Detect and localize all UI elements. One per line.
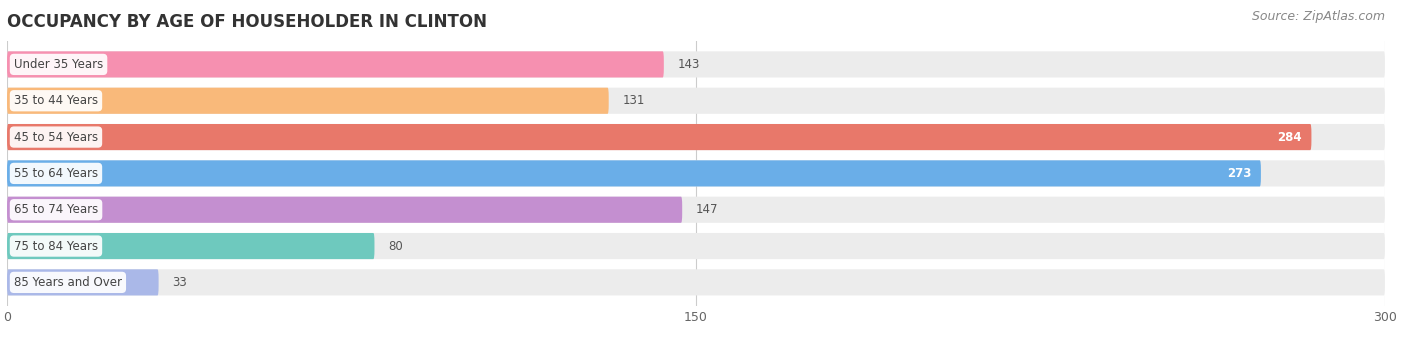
FancyBboxPatch shape <box>7 233 374 259</box>
Text: Source: ZipAtlas.com: Source: ZipAtlas.com <box>1251 10 1385 23</box>
FancyBboxPatch shape <box>7 124 1385 150</box>
Text: Under 35 Years: Under 35 Years <box>14 58 103 71</box>
Text: 45 to 54 Years: 45 to 54 Years <box>14 131 98 143</box>
FancyBboxPatch shape <box>7 88 1385 114</box>
FancyBboxPatch shape <box>7 51 664 78</box>
FancyBboxPatch shape <box>7 233 1385 259</box>
Text: 143: 143 <box>678 58 700 71</box>
Text: 131: 131 <box>623 94 645 107</box>
FancyBboxPatch shape <box>7 197 1385 223</box>
FancyBboxPatch shape <box>7 197 682 223</box>
Text: 55 to 64 Years: 55 to 64 Years <box>14 167 98 180</box>
FancyBboxPatch shape <box>7 51 1385 78</box>
FancyBboxPatch shape <box>7 88 609 114</box>
Text: 80: 80 <box>388 240 404 253</box>
Text: 33: 33 <box>173 276 187 289</box>
FancyBboxPatch shape <box>7 124 1312 150</box>
FancyBboxPatch shape <box>7 160 1385 186</box>
Text: 85 Years and Over: 85 Years and Over <box>14 276 122 289</box>
FancyBboxPatch shape <box>7 160 1261 186</box>
Text: OCCUPANCY BY AGE OF HOUSEHOLDER IN CLINTON: OCCUPANCY BY AGE OF HOUSEHOLDER IN CLINT… <box>7 13 486 31</box>
Text: 75 to 84 Years: 75 to 84 Years <box>14 240 98 253</box>
Text: 273: 273 <box>1227 167 1251 180</box>
Text: 35 to 44 Years: 35 to 44 Years <box>14 94 98 107</box>
Text: 65 to 74 Years: 65 to 74 Years <box>14 203 98 216</box>
FancyBboxPatch shape <box>7 269 1385 295</box>
FancyBboxPatch shape <box>7 269 159 295</box>
Text: 147: 147 <box>696 203 718 216</box>
Text: 284: 284 <box>1278 131 1302 143</box>
